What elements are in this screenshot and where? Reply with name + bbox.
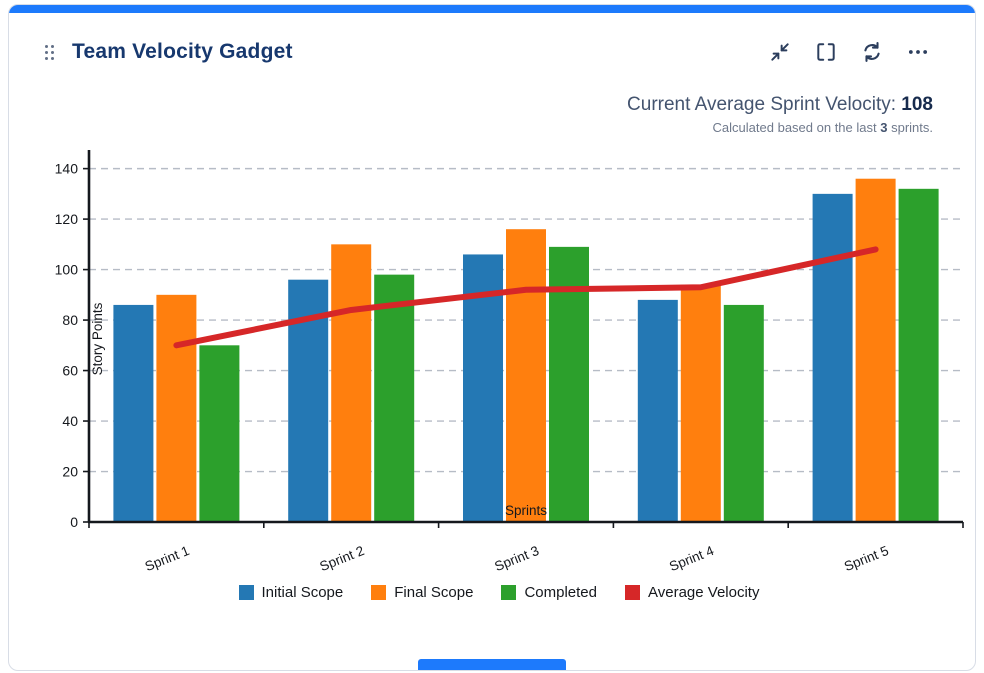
legend-item-initial-scope[interactable]: Initial Scope bbox=[238, 584, 344, 601]
bar-sprint-1-completed bbox=[199, 345, 240, 522]
y-tick-label: 0 bbox=[70, 514, 78, 530]
y-tick-label: 40 bbox=[62, 413, 78, 429]
x-axis-label: Sprints bbox=[505, 503, 547, 518]
drag-handle-icon[interactable] bbox=[43, 43, 56, 62]
summary-note-value: 3 bbox=[880, 119, 888, 135]
legend-swatch bbox=[238, 585, 254, 600]
summary-line: Current Average Sprint Velocity: 108 bbox=[9, 93, 933, 117]
y-axis-label: Story Points bbox=[90, 302, 105, 375]
gadget-header: Team Velocity Gadget bbox=[9, 13, 975, 67]
summary-note-prefix: Calculated based on the last bbox=[712, 119, 877, 135]
x-tick-label: Sprint 2 bbox=[318, 543, 367, 574]
legend-label: Initial Scope bbox=[261, 584, 344, 601]
y-tick-label: 120 bbox=[55, 211, 79, 227]
x-tick-label: Sprint 4 bbox=[667, 543, 716, 575]
bar-sprint-1-initial-scope bbox=[113, 304, 154, 522]
legend-item-completed[interactable]: Completed bbox=[501, 584, 597, 601]
bar-sprint-4-final-scope bbox=[680, 284, 721, 522]
summary-value: 108 bbox=[901, 94, 933, 115]
legend-item-average-velocity[interactable]: Average Velocity bbox=[625, 584, 759, 601]
legend-item-final-scope[interactable]: Final Scope bbox=[371, 584, 473, 601]
fullscreen-button[interactable] bbox=[809, 37, 843, 67]
bar-sprint-1-final-scope bbox=[156, 294, 197, 522]
ellipsis-icon bbox=[908, 50, 928, 54]
x-tick-label: Sprint 5 bbox=[842, 543, 891, 574]
y-tick-label: 60 bbox=[62, 363, 78, 379]
summary-note: Calculated based on the last 3 sprints. bbox=[9, 120, 933, 136]
y-tick-label: 140 bbox=[55, 161, 79, 177]
collapse-button[interactable] bbox=[763, 37, 797, 67]
velocity-summary: Current Average Sprint Velocity: 108 Cal… bbox=[9, 67, 975, 136]
chart-legend: Initial Scope Final Scope Completed Average… bbox=[23, 584, 975, 601]
gadget-actions bbox=[763, 37, 935, 67]
bottom-accent-bar bbox=[418, 659, 566, 670]
bar-sprint-2-final-scope bbox=[331, 244, 372, 522]
more-button[interactable] bbox=[901, 37, 935, 67]
y-tick-label: 20 bbox=[62, 464, 78, 480]
chart-area: 0 20 40 60 80 100 120 140 Sprints Story Points Spr… bbox=[23, 140, 975, 601]
y-tick-label: 100 bbox=[55, 262, 79, 278]
velocity-chart: 0 20 40 60 80 100 120 140 Sprints Story Points Spr… bbox=[55, 150, 964, 575]
legend-label: Average Velocity bbox=[648, 584, 760, 601]
legend-swatch bbox=[501, 585, 517, 600]
velocity-gadget-card: Team Velocity Gadget bbox=[8, 4, 976, 671]
x-tick-label: Sprint 3 bbox=[492, 543, 541, 574]
x-tick-label: Sprint 1 bbox=[143, 543, 192, 574]
collapse-icon bbox=[771, 43, 789, 61]
bar-sprint-5-final-scope bbox=[855, 178, 896, 523]
legend-swatch bbox=[371, 585, 387, 600]
top-accent-bar bbox=[9, 5, 975, 13]
bar-sprint-3-final-scope bbox=[506, 229, 546, 522]
bar-sprint-4-initial-scope bbox=[637, 299, 678, 522]
fullscreen-icon bbox=[817, 43, 835, 61]
bar-sprint-4-completed bbox=[723, 304, 764, 522]
summary-note-suffix: sprints. bbox=[891, 119, 933, 135]
legend-label: Final Scope bbox=[394, 584, 474, 601]
summary-label: Current Average Sprint Velocity: bbox=[627, 94, 897, 115]
bar-sprint-5-initial-scope bbox=[812, 193, 853, 522]
legend-label: Completed bbox=[524, 584, 597, 601]
bar-sprint-3-completed bbox=[549, 246, 589, 522]
gadget-title: Team Velocity Gadget bbox=[72, 40, 293, 63]
bar-sprint-2-completed bbox=[374, 274, 415, 522]
y-tick-label: 80 bbox=[62, 312, 78, 328]
refresh-button[interactable] bbox=[855, 37, 889, 67]
bar-sprint-5-completed bbox=[898, 188, 939, 523]
average-velocity-line bbox=[173, 246, 879, 349]
refresh-icon bbox=[864, 42, 880, 62]
legend-swatch bbox=[625, 585, 640, 600]
